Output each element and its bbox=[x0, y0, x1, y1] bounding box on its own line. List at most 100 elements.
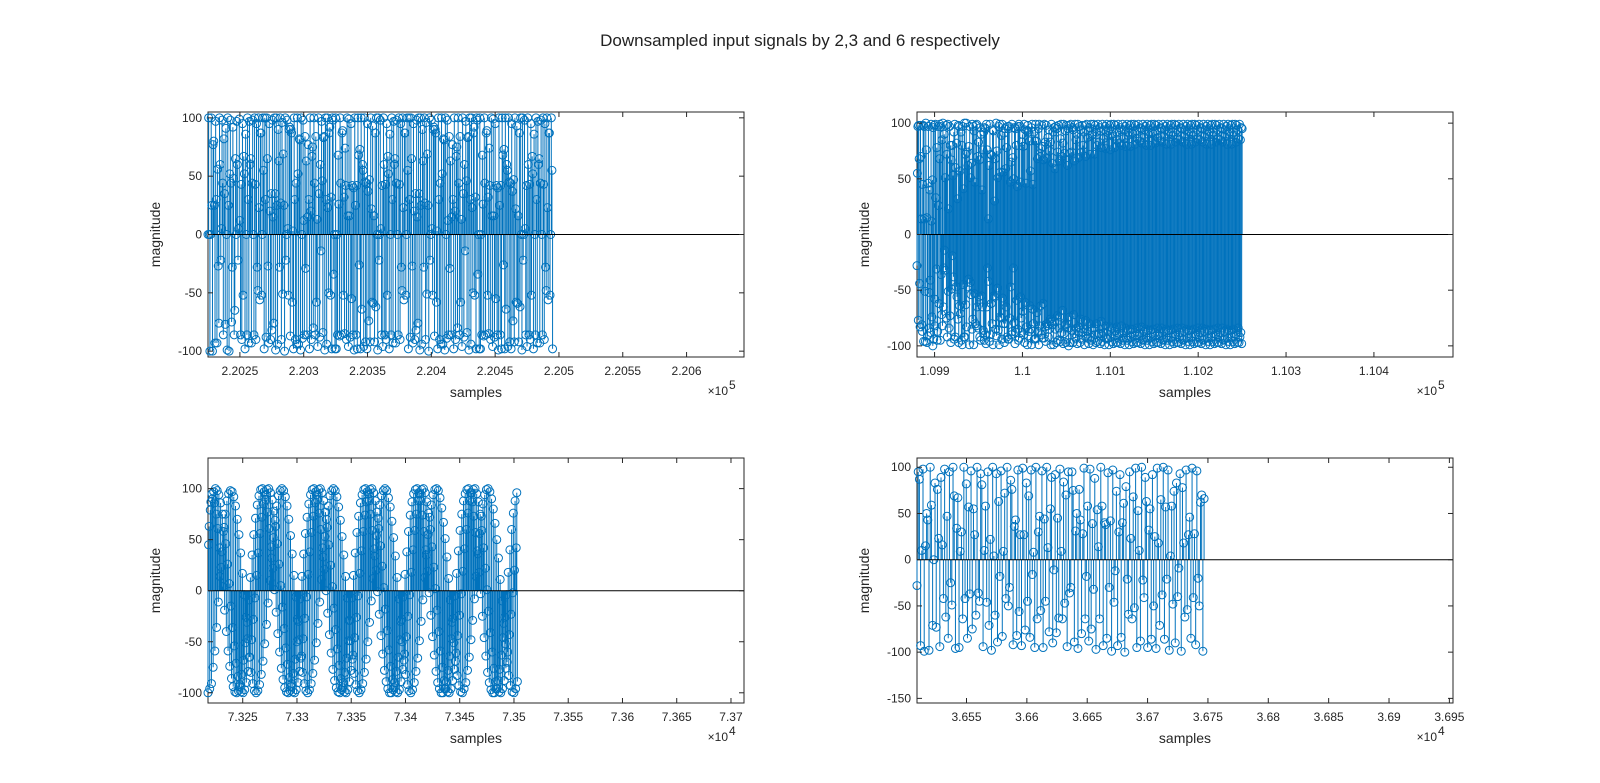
stem-marker bbox=[354, 511, 364, 521]
stem-marker bbox=[302, 512, 312, 522]
stem-marker bbox=[1062, 642, 1072, 652]
stem-marker bbox=[330, 486, 340, 496]
stem-marker bbox=[511, 543, 521, 553]
stem-marker bbox=[380, 484, 390, 494]
stem-marker bbox=[504, 630, 514, 640]
stem-marker bbox=[1146, 634, 1156, 644]
stem-marker bbox=[1110, 566, 1120, 576]
stem-marker bbox=[1198, 335, 1208, 345]
stem-marker bbox=[276, 581, 286, 591]
stem-marker bbox=[1004, 334, 1014, 344]
stem-marker bbox=[422, 289, 432, 299]
stem-marker bbox=[983, 467, 993, 477]
stem-marker bbox=[379, 583, 389, 593]
stem-marker bbox=[298, 634, 308, 644]
stem-marker bbox=[250, 593, 260, 603]
stem-marker bbox=[317, 176, 327, 186]
stem-marker bbox=[349, 570, 359, 580]
x-tick-label: 2.2055 bbox=[604, 364, 641, 378]
stem-marker bbox=[1135, 636, 1145, 646]
stem-marker bbox=[924, 645, 934, 655]
stem-marker bbox=[358, 679, 368, 689]
stem-marker bbox=[232, 514, 242, 524]
stem-marker bbox=[454, 610, 464, 620]
stem-marker bbox=[1014, 606, 1024, 616]
stem-marker bbox=[453, 631, 463, 641]
stem-marker bbox=[230, 305, 240, 315]
stem-marker bbox=[352, 528, 362, 538]
stem-marker bbox=[311, 638, 321, 648]
stem-marker bbox=[367, 484, 377, 494]
stem-marker bbox=[351, 612, 361, 622]
stem-marker bbox=[935, 335, 945, 345]
stem-marker bbox=[927, 312, 937, 322]
x-exponent-value: 5 bbox=[1438, 378, 1445, 392]
stem-marker bbox=[255, 680, 265, 690]
stem-marker bbox=[308, 142, 318, 152]
stem-marker bbox=[248, 679, 258, 689]
stem-marker bbox=[312, 495, 322, 505]
stem-marker bbox=[247, 550, 257, 560]
stem-marker bbox=[224, 579, 234, 589]
stem-marker bbox=[1120, 647, 1130, 657]
y-axis-label: magnitude bbox=[147, 202, 163, 268]
x-tick-label: 3.665 bbox=[1072, 710, 1102, 724]
stem-marker bbox=[1236, 328, 1246, 337]
stem-marker bbox=[441, 677, 451, 687]
subplot-2: 1.099 1.1 1.101 1.102 1.103 1.104 -100 -50 0 50 10… bbox=[856, 111, 1454, 400]
stem-marker bbox=[251, 119, 261, 129]
stem-marker bbox=[1145, 504, 1155, 514]
stem-marker bbox=[392, 572, 402, 582]
x-tick-label: 1.101 bbox=[1095, 364, 1125, 378]
stem-marker bbox=[452, 142, 462, 152]
stem-marker bbox=[400, 569, 410, 579]
stem-marker bbox=[1077, 629, 1087, 639]
stem-marker bbox=[912, 261, 922, 271]
stem-marker bbox=[430, 584, 440, 594]
stem-marker bbox=[437, 503, 447, 513]
stem-marker bbox=[1103, 468, 1113, 478]
stem-series bbox=[203, 484, 522, 698]
stem-marker bbox=[320, 345, 330, 355]
stem-marker bbox=[508, 508, 518, 518]
stem-marker bbox=[539, 179, 549, 189]
stem-marker bbox=[942, 511, 952, 521]
stem-marker bbox=[375, 500, 385, 510]
stem-marker bbox=[1105, 516, 1115, 526]
x-tick-label: 7.345 bbox=[445, 710, 475, 724]
x-tick-label: 2.205 bbox=[544, 364, 574, 378]
stem-marker bbox=[1137, 335, 1147, 345]
stem-marker bbox=[959, 462, 969, 472]
stem-marker bbox=[1065, 588, 1075, 598]
stem-marker bbox=[216, 498, 226, 508]
stem-marker bbox=[994, 496, 1004, 506]
stem-marker bbox=[290, 335, 300, 344]
stem-marker bbox=[353, 591, 363, 601]
stem-marker bbox=[359, 667, 369, 677]
x-tick-label: 7.365 bbox=[662, 710, 692, 724]
stem-marker bbox=[209, 200, 219, 210]
stem-marker bbox=[322, 522, 332, 532]
stem-marker bbox=[352, 344, 362, 354]
stem-marker bbox=[263, 507, 273, 517]
stem-marker bbox=[919, 646, 929, 656]
x-tick-label: 3.67 bbox=[1136, 710, 1160, 724]
stem-marker bbox=[432, 484, 442, 494]
stem-marker bbox=[1179, 538, 1189, 548]
stem-marker bbox=[299, 679, 309, 689]
stem-marker bbox=[353, 113, 363, 123]
stem-marker bbox=[479, 113, 489, 123]
stem-marker bbox=[1128, 492, 1138, 502]
stem-marker bbox=[442, 552, 452, 562]
x-tick-label: 7.355 bbox=[553, 710, 583, 724]
stem-marker bbox=[1193, 573, 1203, 583]
stem-marker bbox=[422, 497, 432, 507]
stem-marker bbox=[480, 563, 490, 573]
stem-marker bbox=[239, 169, 249, 179]
stem-marker bbox=[310, 655, 320, 665]
stem-marker bbox=[374, 523, 384, 533]
stem-marker bbox=[227, 262, 237, 272]
stem-marker bbox=[447, 140, 457, 150]
y-tick-label: 0 bbox=[195, 228, 202, 242]
stem-marker bbox=[399, 655, 409, 665]
